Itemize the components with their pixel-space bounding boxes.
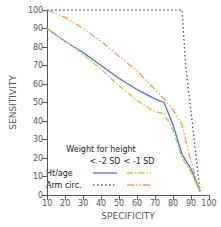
svg-text:30: 30 [78,199,88,208]
svg-text:30: 30 [33,135,43,144]
svg-text:50: 50 [114,199,124,208]
svg-text:0: 0 [38,190,44,200]
svg-text:60: 60 [132,199,142,208]
svg-text:100: 100 [28,6,43,15]
svg-text:70: 70 [150,199,160,208]
svg-text:Arm circ.: Arm circ. [46,181,82,190]
svg-text:40: 40 [96,199,106,208]
svg-text:80: 80 [33,43,43,52]
svg-text:60: 60 [33,80,43,89]
svg-text:40: 40 [33,117,43,126]
svg-text:50: 50 [33,98,43,107]
svg-text:20: 20 [60,199,70,208]
svg-text:Ht/age: Ht/age [46,169,73,178]
svg-text:20: 20 [33,154,43,163]
svg-text:80: 80 [168,199,178,208]
svg-text:Weight for height: Weight for height [66,145,135,154]
svg-text:70: 70 [33,61,43,70]
svg-text:10: 10 [42,199,52,208]
svg-text:90: 90 [33,24,43,33]
svg-text:SPECIFICITY: SPECIFICITY [101,211,155,221]
svg-text:< -2 SD: < -2 SD [89,157,120,166]
svg-text:90: 90 [186,199,196,208]
svg-text:SENSITIVITY: SENSITIVITY [8,75,18,130]
svg-text:100: 100 [201,199,216,208]
svg-text:10: 10 [33,172,43,181]
svg-text:< -1 SD: < -1 SD [123,157,154,166]
